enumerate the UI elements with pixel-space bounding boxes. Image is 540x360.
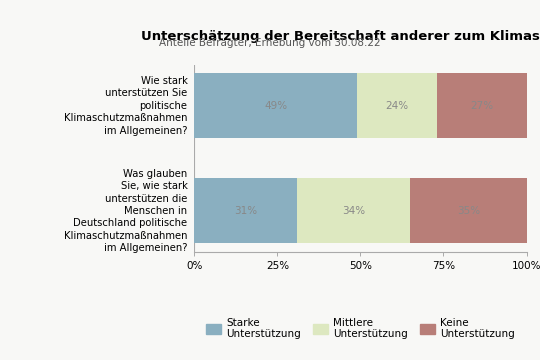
Title: Unterschätzung der Bereitschaft anderer zum Klimaschutz: Unterschätzung der Bereitschaft anderer …	[140, 30, 540, 43]
Text: 27%: 27%	[470, 101, 493, 111]
Text: 35%: 35%	[457, 206, 480, 216]
Text: Anteile Befragter, Erhebung vom 30.08.22: Anteile Befragter, Erhebung vom 30.08.22	[159, 38, 381, 48]
Text: 24%: 24%	[386, 101, 409, 111]
Bar	[298, 178, 410, 243]
Bar	[410, 178, 526, 243]
Legend: Starke
Unterstützung, Mittlere
Unterstützung, Keine
Unterstützung: Starke Unterstützung, Mittlere Unterstüt…	[202, 313, 519, 343]
Bar	[194, 73, 357, 139]
Bar	[357, 73, 437, 139]
Bar	[437, 73, 526, 139]
Bar	[194, 178, 298, 243]
Text: 34%: 34%	[342, 206, 366, 216]
Text: 31%: 31%	[234, 206, 258, 216]
Text: 49%: 49%	[264, 101, 287, 111]
